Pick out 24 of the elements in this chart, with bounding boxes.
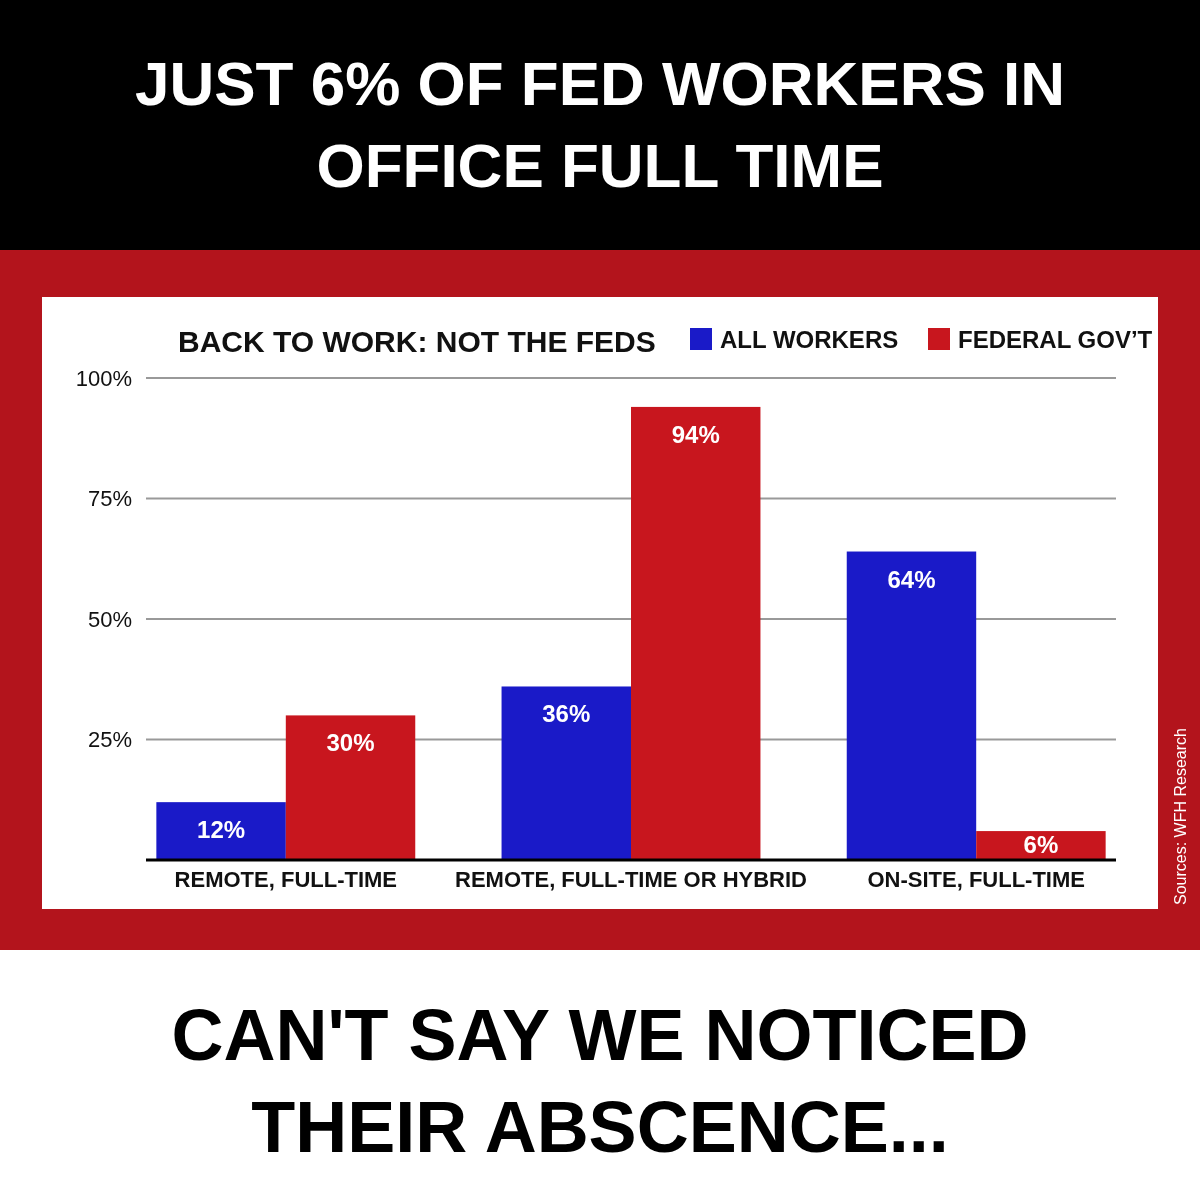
x-tick-label: REMOTE, FULL-TIME <box>174 867 398 893</box>
data-label: 6% <box>1023 831 1059 859</box>
data-label: 12% <box>197 816 246 844</box>
data-label: 64% <box>887 565 936 593</box>
y-tick-label: 100% <box>75 365 132 391</box>
y-tick-label: 50% <box>87 606 132 632</box>
legend-label: FEDERAL GOV’T <box>958 326 1153 353</box>
y-tick-label: 75% <box>87 486 132 512</box>
data-label: 36% <box>542 700 591 728</box>
data-label: 94% <box>671 420 720 448</box>
legend-label: ALL WORKERS <box>720 326 899 353</box>
y-tick-label: 25% <box>87 727 132 753</box>
data-label: 30% <box>326 729 375 757</box>
bar <box>156 802 286 860</box>
chart-title: JUST 6% OF FED WORKERS IN OFFICE FULL TIME <box>134 49 1066 200</box>
source-note: Sources: WFH Research <box>1172 728 1189 905</box>
text: CAN'T SAY WE NOTICED THEIR ABSCENCE... <box>171 995 1029 1167</box>
x-tick-label: ON-SITE, FULL-TIME <box>867 867 1085 893</box>
bar <box>285 715 416 860</box>
x-tick-label: REMOTE, FULL-TIME OR HYBRID <box>455 867 807 893</box>
bar <box>631 406 761 860</box>
bar <box>501 686 631 860</box>
bar <box>846 551 977 860</box>
chart-subtitle: BACK TO WORK: NOT THE FEDS <box>178 325 656 358</box>
